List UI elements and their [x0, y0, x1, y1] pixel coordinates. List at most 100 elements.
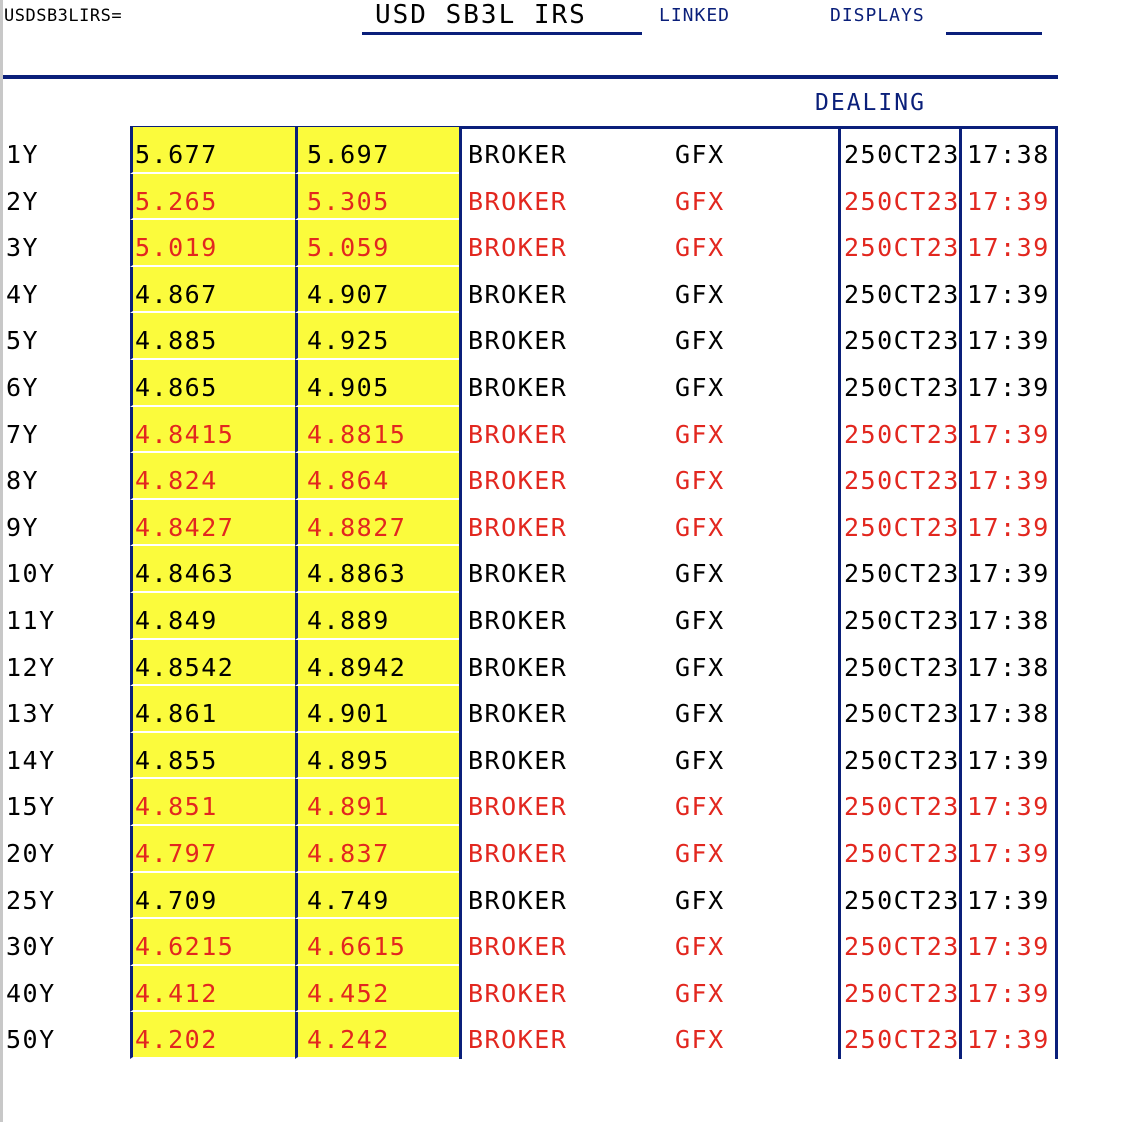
bid-rate: 4.6215 — [130, 919, 297, 966]
quote-row[interactable]: 50Y 4.202 4.242 BROKER GFX 250CT23 17:39 — [0, 1012, 1060, 1059]
tenor-label: 3Y — [6, 233, 40, 263]
quote-time: 17:39 — [959, 499, 1058, 547]
ask-rate: 4.891 — [295, 779, 461, 826]
quote-row[interactable]: 14Y 4.855 4.895 BROKER GFX 250CT23 17:39 — [0, 732, 1060, 780]
ask-rate: 5.059 — [295, 220, 461, 267]
quote-time: 17:39 — [959, 779, 1058, 826]
tenor-label: 2Y — [6, 186, 40, 216]
quote-time: 17:38 — [959, 127, 1058, 174]
quote-date: 250CT23 — [838, 965, 962, 1013]
header-divider — [3, 75, 1058, 79]
quote-row[interactable]: 40Y 4.412 4.452 BROKER GFX 250CT23 17:39 — [0, 965, 1060, 1013]
bid-rate: 4.849 — [130, 592, 297, 640]
source-label: BROKER — [459, 872, 659, 920]
contributor-label: GFX — [675, 186, 725, 216]
blank-input-field[interactable] — [946, 32, 1042, 35]
quote-row[interactable]: 13Y 4.861 4.901 BROKER GFX 250CT23 17:38 — [0, 686, 1060, 733]
quote-date: 250CT23 — [838, 639, 962, 687]
source-label: BROKER — [459, 220, 659, 267]
dealing-column-header: DEALING — [815, 90, 926, 116]
quote-date: 250CT23 — [838, 919, 962, 966]
ric-code[interactable]: USDSB3LIRS= — [4, 6, 123, 26]
tenor-label: 9Y — [6, 512, 40, 542]
quote-row[interactable]: 11Y 4.849 4.889 BROKER GFX 250CT23 17:38 — [0, 592, 1060, 640]
tenor-label: 13Y — [6, 699, 56, 729]
window-left-edge — [0, 0, 3, 1122]
contributor-label: GFX — [675, 932, 725, 962]
quote-time: 17:39 — [959, 919, 1058, 966]
quote-date: 250CT23 — [838, 872, 962, 920]
quote-row[interactable]: 12Y 4.8542 4.8942 BROKER GFX 250CT23 17:38 — [0, 639, 1060, 687]
quote-time: 17:39 — [959, 546, 1058, 593]
quote-time: 17:39 — [959, 872, 1058, 920]
quote-row[interactable]: 25Y 4.709 4.749 BROKER GFX 250CT23 17:39 — [0, 872, 1060, 920]
quote-date: 250CT23 — [838, 686, 962, 733]
quote-row[interactable]: 20Y 4.797 4.837 BROKER GFX 250CT23 17:39 — [0, 825, 1060, 873]
displays-link[interactable]: DISPLAYS — [830, 5, 925, 26]
quote-row[interactable]: 30Y 4.6215 4.6615 BROKER GFX 250CT23 17:39 — [0, 919, 1060, 966]
ask-rate: 4.8815 — [295, 406, 461, 454]
quote-date: 250CT23 — [838, 732, 962, 780]
quote-date: 250CT23 — [838, 1012, 962, 1059]
source-label: BROKER — [459, 965, 659, 1013]
tenor-label: 40Y — [6, 978, 56, 1008]
tenor-label: 7Y — [6, 419, 40, 449]
contributor-label: GFX — [675, 792, 725, 822]
quote-date: 250CT23 — [838, 779, 962, 826]
contributor-label: GFX — [675, 419, 725, 449]
quote-date: 250CT23 — [838, 546, 962, 593]
quote-row[interactable]: 9Y 4.8427 4.8827 BROKER GFX 250CT23 17:39 — [0, 499, 1060, 547]
ask-rate: 4.889 — [295, 592, 461, 640]
tenor-label: 14Y — [6, 745, 56, 775]
bid-rate: 4.861 — [130, 686, 297, 733]
contributor-label: GFX — [675, 372, 725, 402]
bid-rate: 4.867 — [130, 266, 297, 314]
quote-row[interactable]: 5Y 4.885 4.925 BROKER GFX 250CT23 17:39 — [0, 313, 1060, 360]
quote-date: 250CT23 — [838, 406, 962, 454]
quote-row[interactable]: 15Y 4.851 4.891 BROKER GFX 250CT23 17:39 — [0, 779, 1060, 826]
ask-rate: 4.901 — [295, 686, 461, 733]
quote-time: 17:39 — [959, 1012, 1058, 1059]
quote-date: 250CT23 — [838, 127, 962, 174]
tenor-label: 15Y — [6, 792, 56, 822]
quote-row[interactable]: 8Y 4.824 4.864 BROKER GFX 250CT23 17:39 — [0, 453, 1060, 500]
quote-time: 17:38 — [959, 639, 1058, 687]
tenor-label: 5Y — [6, 326, 40, 356]
quote-time: 17:38 — [959, 686, 1058, 733]
ask-rate: 5.305 — [295, 173, 461, 221]
contributor-label: GFX — [675, 233, 725, 263]
source-label: BROKER — [459, 779, 659, 826]
quote-date: 250CT23 — [838, 220, 962, 267]
quote-date: 250CT23 — [838, 359, 962, 407]
title-underline — [362, 32, 642, 35]
quote-row[interactable]: 10Y 4.8463 4.8863 BROKER GFX 250CT23 17:39 — [0, 546, 1060, 593]
quote-row[interactable]: 2Y 5.265 5.305 BROKER GFX 250CT23 17:39 — [0, 173, 1060, 221]
tenor-label: 10Y — [6, 559, 56, 589]
ask-rate: 4.8863 — [295, 546, 461, 593]
quote-table: 1Y 5.677 5.697 BROKER GFX 250CT23 17:38 2Y 5.265… — [0, 127, 1060, 1059]
tenor-label: 1Y — [6, 140, 40, 169]
quote-row[interactable]: 6Y 4.865 4.905 BROKER GFX 250CT23 17:39 — [0, 359, 1060, 407]
contributor-label: GFX — [675, 978, 725, 1008]
quote-row[interactable]: 4Y 4.867 4.907 BROKER GFX 250CT23 17:39 — [0, 266, 1060, 314]
contributor-label: GFX — [675, 699, 725, 729]
source-label: BROKER — [459, 406, 659, 454]
tenor-label: 6Y — [6, 372, 40, 402]
tenor-label: 12Y — [6, 652, 56, 682]
quote-row[interactable]: 3Y 5.019 5.059 BROKER GFX 250CT23 17:39 — [0, 220, 1060, 267]
contributor-label: GFX — [675, 745, 725, 775]
tenor-label: 50Y — [6, 1025, 56, 1055]
quote-row[interactable]: 1Y 5.677 5.697 BROKER GFX 250CT23 17:38 — [0, 127, 1060, 174]
bid-rate: 4.8427 — [130, 499, 297, 547]
bid-rate: 4.412 — [130, 965, 297, 1013]
ask-rate: 4.925 — [295, 313, 461, 360]
contributor-label: GFX — [675, 279, 725, 309]
quote-row[interactable]: 7Y 4.8415 4.8815 BROKER GFX 250CT23 17:39 — [0, 406, 1060, 454]
quote-date: 250CT23 — [838, 592, 962, 640]
bid-rate: 4.865 — [130, 359, 297, 407]
page-title: USD SB3L IRS — [375, 0, 587, 30]
tenor-label: 11Y — [6, 605, 56, 635]
source-label: BROKER — [459, 499, 659, 547]
linked-link[interactable]: LINKED — [659, 5, 731, 26]
source-label: BROKER — [459, 546, 659, 593]
